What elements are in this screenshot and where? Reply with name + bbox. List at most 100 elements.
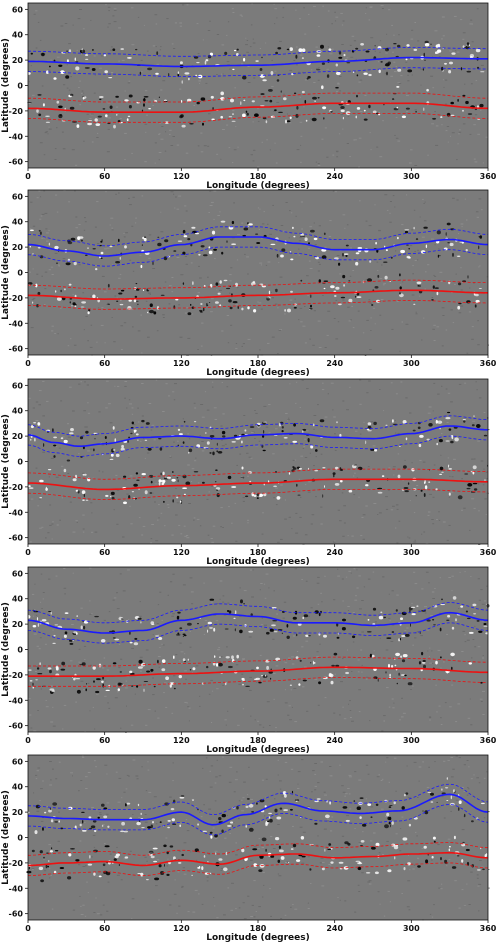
noise-speck <box>425 542 429 544</box>
noise-speck <box>45 706 49 708</box>
magnetic-patch <box>334 257 339 260</box>
noise-speck <box>62 148 66 150</box>
magnetic-patch <box>415 111 417 113</box>
noise-speck <box>98 470 101 472</box>
magnetic-patch <box>173 856 176 860</box>
magnetic-patch <box>438 439 443 443</box>
magnetic-patch <box>117 120 121 123</box>
noise-speck <box>279 329 282 331</box>
noise-speck <box>156 623 159 624</box>
magnetic-patch <box>112 426 115 430</box>
noise-speck <box>382 576 385 578</box>
noise-speck <box>48 578 51 580</box>
noise-speck <box>94 226 97 228</box>
noise-speck <box>464 641 467 643</box>
noise-speck <box>275 731 277 732</box>
magnetic-patch <box>296 105 299 110</box>
magnetic-patch <box>79 664 83 666</box>
noise-speck <box>462 38 465 40</box>
y-tick-label: 40 <box>12 595 24 604</box>
noise-speck <box>427 650 429 652</box>
magnetic-patch <box>133 483 138 487</box>
noise-speck <box>253 77 256 79</box>
noise-speck <box>369 132 371 134</box>
magnetic-patch <box>92 248 96 250</box>
noise-speck <box>252 121 254 123</box>
magnetic-patch <box>423 845 427 849</box>
noise-speck <box>463 507 466 509</box>
noise-speck <box>467 788 470 790</box>
noise-speck <box>137 855 141 857</box>
noise-speck <box>71 624 74 625</box>
magnetic-patch <box>46 70 49 74</box>
noise-speck <box>190 851 192 853</box>
noise-speck <box>324 127 327 129</box>
noise-speck <box>350 717 352 718</box>
noise-speck <box>282 443 285 445</box>
noise-speck <box>265 573 269 575</box>
noise-speck <box>155 823 158 825</box>
noise-speck <box>391 624 395 626</box>
noise-speck <box>407 854 409 856</box>
noise-speck <box>137 421 140 423</box>
noise-speck <box>289 210 291 212</box>
magnetic-patch <box>228 299 232 303</box>
noise-speck <box>83 329 85 331</box>
noise-speck <box>178 905 181 907</box>
noise-speck <box>471 458 474 460</box>
magnetic-patch <box>94 118 98 122</box>
noise-speck <box>173 893 177 895</box>
magnetic-patch <box>37 623 40 627</box>
noise-speck <box>478 510 480 512</box>
magnetic-patch <box>426 88 429 92</box>
magnetic-patch <box>327 848 332 850</box>
magnetic-patch <box>480 71 485 73</box>
noise-speck <box>340 12 343 14</box>
magnetic-patch <box>141 419 145 423</box>
y-tick-label: 20 <box>12 243 24 252</box>
noise-speck <box>124 385 127 387</box>
noise-speck <box>249 397 252 399</box>
magnetic-patch <box>256 497 259 499</box>
noise-speck <box>92 834 96 836</box>
noise-speck <box>156 330 159 332</box>
magnetic-patch <box>209 452 212 454</box>
magnetic-patch <box>162 471 165 476</box>
noise-speck <box>297 788 300 789</box>
magnetic-patch <box>100 257 103 259</box>
magnetic-patch <box>399 445 401 447</box>
magnetic-patch <box>263 492 267 497</box>
magnetic-patch <box>397 474 401 479</box>
magnetic-patch <box>245 825 247 828</box>
magnetic-patch <box>322 494 324 498</box>
magnetic-patch <box>161 659 166 663</box>
noise-speck <box>247 519 250 521</box>
noise-speck <box>353 494 356 496</box>
magnetic-patch <box>131 491 135 493</box>
noise-speck <box>358 81 361 83</box>
noise-speck <box>321 861 325 863</box>
magnetic-patch <box>424 479 426 484</box>
magnetic-patch <box>433 624 436 626</box>
noise-speck <box>447 759 450 761</box>
magnetic-patch <box>336 421 338 424</box>
magnetic-patch <box>143 103 145 107</box>
magnetic-patch <box>173 250 177 252</box>
noise-speck <box>472 420 476 422</box>
noise-speck <box>344 227 346 229</box>
noise-speck <box>337 568 339 570</box>
magnetic-patch <box>401 806 405 810</box>
magnetic-patch <box>472 603 477 607</box>
noise-speck <box>159 591 162 593</box>
noise-speck <box>114 385 116 387</box>
noise-speck <box>315 46 318 48</box>
magnetic-patch <box>199 309 203 312</box>
magnetic-patch <box>467 483 473 487</box>
magnetic-patch <box>335 71 341 76</box>
noise-speck <box>124 132 127 134</box>
magnetic-patch <box>179 61 183 65</box>
magnetic-patch <box>279 422 281 427</box>
noise-speck <box>138 816 141 818</box>
noise-speck <box>330 382 334 384</box>
magnetic-patch <box>247 222 249 225</box>
